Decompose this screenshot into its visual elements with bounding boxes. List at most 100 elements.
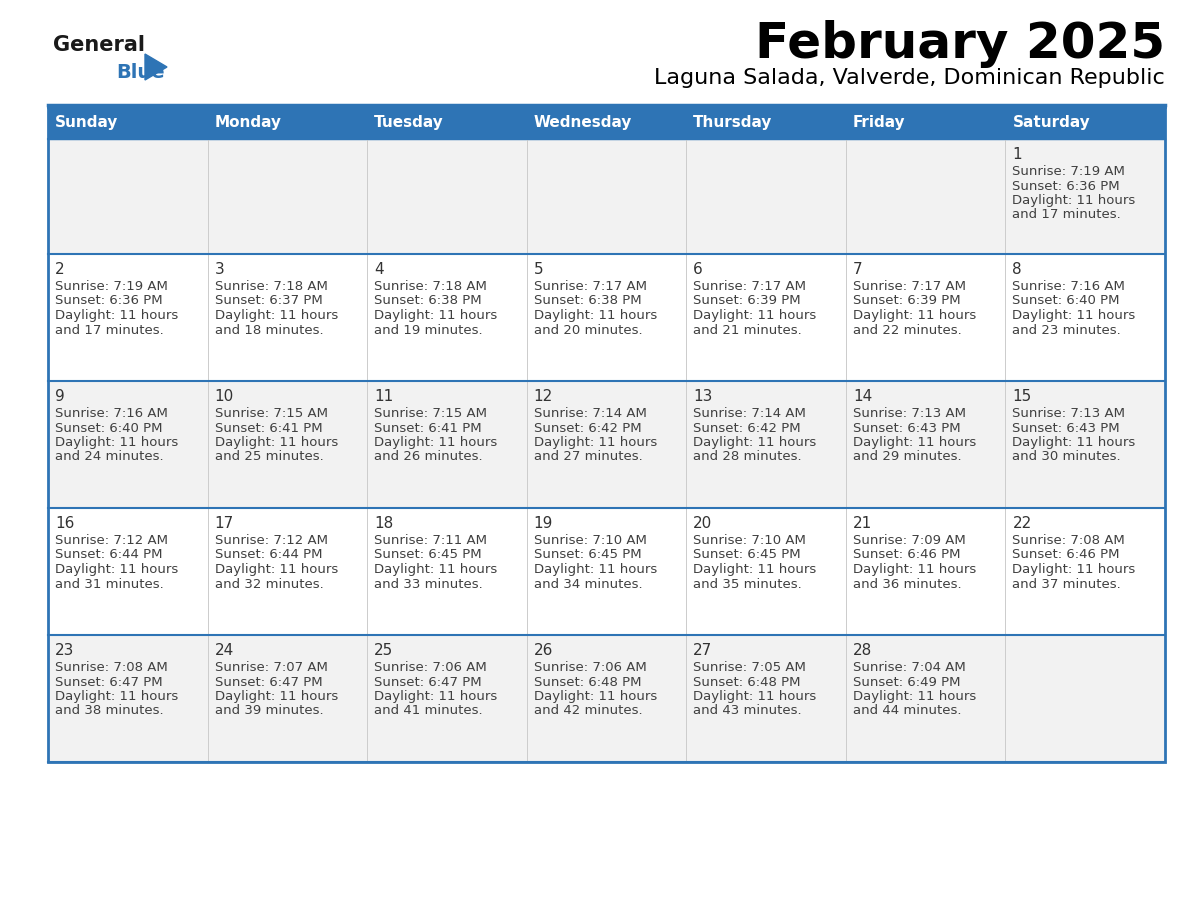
- Text: Sunrise: 7:06 AM: Sunrise: 7:06 AM: [374, 661, 487, 674]
- Text: Sunset: 6:48 PM: Sunset: 6:48 PM: [694, 676, 801, 688]
- Text: Daylight: 11 hours: Daylight: 11 hours: [374, 309, 498, 322]
- Text: Sunrise: 7:15 AM: Sunrise: 7:15 AM: [215, 407, 328, 420]
- Text: and 32 minutes.: and 32 minutes.: [215, 577, 323, 590]
- Text: and 23 minutes.: and 23 minutes.: [1012, 323, 1121, 337]
- Text: 4: 4: [374, 262, 384, 277]
- Text: Daylight: 11 hours: Daylight: 11 hours: [55, 309, 178, 322]
- Text: 15: 15: [1012, 389, 1031, 404]
- Text: Daylight: 11 hours: Daylight: 11 hours: [55, 563, 178, 576]
- Text: 16: 16: [55, 516, 75, 531]
- Text: Daylight: 11 hours: Daylight: 11 hours: [374, 690, 498, 703]
- Text: 9: 9: [55, 389, 65, 404]
- Text: Sunrise: 7:19 AM: Sunrise: 7:19 AM: [1012, 165, 1125, 178]
- Text: Daylight: 11 hours: Daylight: 11 hours: [694, 436, 816, 449]
- Text: Thursday: Thursday: [694, 116, 772, 130]
- Text: Sunrise: 7:10 AM: Sunrise: 7:10 AM: [533, 534, 646, 547]
- Text: and 44 minutes.: and 44 minutes.: [853, 704, 961, 718]
- Text: and 39 minutes.: and 39 minutes.: [215, 704, 323, 718]
- Text: 25: 25: [374, 643, 393, 658]
- Text: Sunrise: 7:06 AM: Sunrise: 7:06 AM: [533, 661, 646, 674]
- Text: 12: 12: [533, 389, 552, 404]
- Text: Daylight: 11 hours: Daylight: 11 hours: [55, 690, 178, 703]
- Text: Sunrise: 7:13 AM: Sunrise: 7:13 AM: [1012, 407, 1125, 420]
- Bar: [48, 381, 1165, 508]
- Text: Daylight: 11 hours: Daylight: 11 hours: [1012, 563, 1136, 576]
- Text: 17: 17: [215, 516, 234, 531]
- Text: Sunrise: 7:09 AM: Sunrise: 7:09 AM: [853, 534, 966, 547]
- Text: 8: 8: [1012, 262, 1022, 277]
- Text: and 43 minutes.: and 43 minutes.: [694, 704, 802, 718]
- Text: February 2025: February 2025: [754, 20, 1165, 68]
- Text: 24: 24: [215, 643, 234, 658]
- Text: Sunset: 6:44 PM: Sunset: 6:44 PM: [215, 548, 322, 562]
- Text: Sunrise: 7:18 AM: Sunrise: 7:18 AM: [374, 280, 487, 293]
- Text: 11: 11: [374, 389, 393, 404]
- Text: Sunrise: 7:04 AM: Sunrise: 7:04 AM: [853, 661, 966, 674]
- Text: Sunrise: 7:08 AM: Sunrise: 7:08 AM: [1012, 534, 1125, 547]
- Text: and 28 minutes.: and 28 minutes.: [694, 451, 802, 464]
- Text: 19: 19: [533, 516, 554, 531]
- Text: Sunrise: 7:11 AM: Sunrise: 7:11 AM: [374, 534, 487, 547]
- Text: Friday: Friday: [853, 116, 905, 130]
- Text: Daylight: 11 hours: Daylight: 11 hours: [374, 436, 498, 449]
- Text: and 20 minutes.: and 20 minutes.: [533, 323, 643, 337]
- Text: 20: 20: [694, 516, 713, 531]
- Text: 26: 26: [533, 643, 554, 658]
- Bar: [48, 635, 1165, 762]
- Text: Daylight: 11 hours: Daylight: 11 hours: [215, 436, 337, 449]
- Text: Sunset: 6:41 PM: Sunset: 6:41 PM: [215, 421, 322, 434]
- Text: Sunset: 6:45 PM: Sunset: 6:45 PM: [694, 548, 801, 562]
- Text: Sunset: 6:42 PM: Sunset: 6:42 PM: [694, 421, 801, 434]
- Text: Sunset: 6:37 PM: Sunset: 6:37 PM: [215, 295, 322, 308]
- Text: Sunset: 6:40 PM: Sunset: 6:40 PM: [1012, 295, 1120, 308]
- Text: Sunset: 6:38 PM: Sunset: 6:38 PM: [533, 295, 642, 308]
- Text: and 34 minutes.: and 34 minutes.: [533, 577, 643, 590]
- Text: and 41 minutes.: and 41 minutes.: [374, 704, 482, 718]
- Text: Daylight: 11 hours: Daylight: 11 hours: [215, 563, 337, 576]
- Bar: [48, 508, 1165, 635]
- Text: Sunrise: 7:16 AM: Sunrise: 7:16 AM: [1012, 280, 1125, 293]
- Text: Sunset: 6:47 PM: Sunset: 6:47 PM: [374, 676, 482, 688]
- Text: Daylight: 11 hours: Daylight: 11 hours: [694, 563, 816, 576]
- Text: Sunset: 6:45 PM: Sunset: 6:45 PM: [374, 548, 482, 562]
- Text: 27: 27: [694, 643, 713, 658]
- Text: Sunrise: 7:15 AM: Sunrise: 7:15 AM: [374, 407, 487, 420]
- Text: Sunset: 6:45 PM: Sunset: 6:45 PM: [533, 548, 642, 562]
- Text: 6: 6: [694, 262, 703, 277]
- Text: Sunrise: 7:19 AM: Sunrise: 7:19 AM: [55, 280, 168, 293]
- Text: Daylight: 11 hours: Daylight: 11 hours: [374, 563, 498, 576]
- Text: Daylight: 11 hours: Daylight: 11 hours: [694, 309, 816, 322]
- Text: 1: 1: [1012, 147, 1022, 162]
- Polygon shape: [145, 54, 168, 80]
- Text: Daylight: 11 hours: Daylight: 11 hours: [853, 563, 977, 576]
- Text: Laguna Salada, Valverde, Dominican Republic: Laguna Salada, Valverde, Dominican Repub…: [655, 68, 1165, 88]
- Text: Sunset: 6:39 PM: Sunset: 6:39 PM: [853, 295, 960, 308]
- Text: Sunset: 6:44 PM: Sunset: 6:44 PM: [55, 548, 163, 562]
- Text: Daylight: 11 hours: Daylight: 11 hours: [1012, 436, 1136, 449]
- Text: Sunset: 6:42 PM: Sunset: 6:42 PM: [533, 421, 642, 434]
- Text: Sunrise: 7:05 AM: Sunrise: 7:05 AM: [694, 661, 807, 674]
- Text: and 35 minutes.: and 35 minutes.: [694, 577, 802, 590]
- Text: Sunday: Sunday: [55, 116, 119, 130]
- Text: and 19 minutes.: and 19 minutes.: [374, 323, 482, 337]
- Text: Sunset: 6:49 PM: Sunset: 6:49 PM: [853, 676, 960, 688]
- Bar: [48, 254, 1165, 381]
- Text: Daylight: 11 hours: Daylight: 11 hours: [55, 436, 178, 449]
- Text: Daylight: 11 hours: Daylight: 11 hours: [853, 309, 977, 322]
- Text: Daylight: 11 hours: Daylight: 11 hours: [533, 563, 657, 576]
- Text: Sunrise: 7:10 AM: Sunrise: 7:10 AM: [694, 534, 807, 547]
- Text: Daylight: 11 hours: Daylight: 11 hours: [215, 690, 337, 703]
- Text: and 33 minutes.: and 33 minutes.: [374, 577, 482, 590]
- Text: Sunrise: 7:13 AM: Sunrise: 7:13 AM: [853, 407, 966, 420]
- Text: and 25 minutes.: and 25 minutes.: [215, 451, 323, 464]
- Text: 23: 23: [55, 643, 75, 658]
- Text: Tuesday: Tuesday: [374, 116, 444, 130]
- Bar: [48, 107, 1165, 762]
- Text: Sunrise: 7:18 AM: Sunrise: 7:18 AM: [215, 280, 328, 293]
- Text: Daylight: 11 hours: Daylight: 11 hours: [694, 690, 816, 703]
- Text: and 27 minutes.: and 27 minutes.: [533, 451, 643, 464]
- Text: 3: 3: [215, 262, 225, 277]
- Text: Daylight: 11 hours: Daylight: 11 hours: [1012, 194, 1136, 207]
- Text: and 30 minutes.: and 30 minutes.: [1012, 451, 1121, 464]
- Text: and 26 minutes.: and 26 minutes.: [374, 451, 482, 464]
